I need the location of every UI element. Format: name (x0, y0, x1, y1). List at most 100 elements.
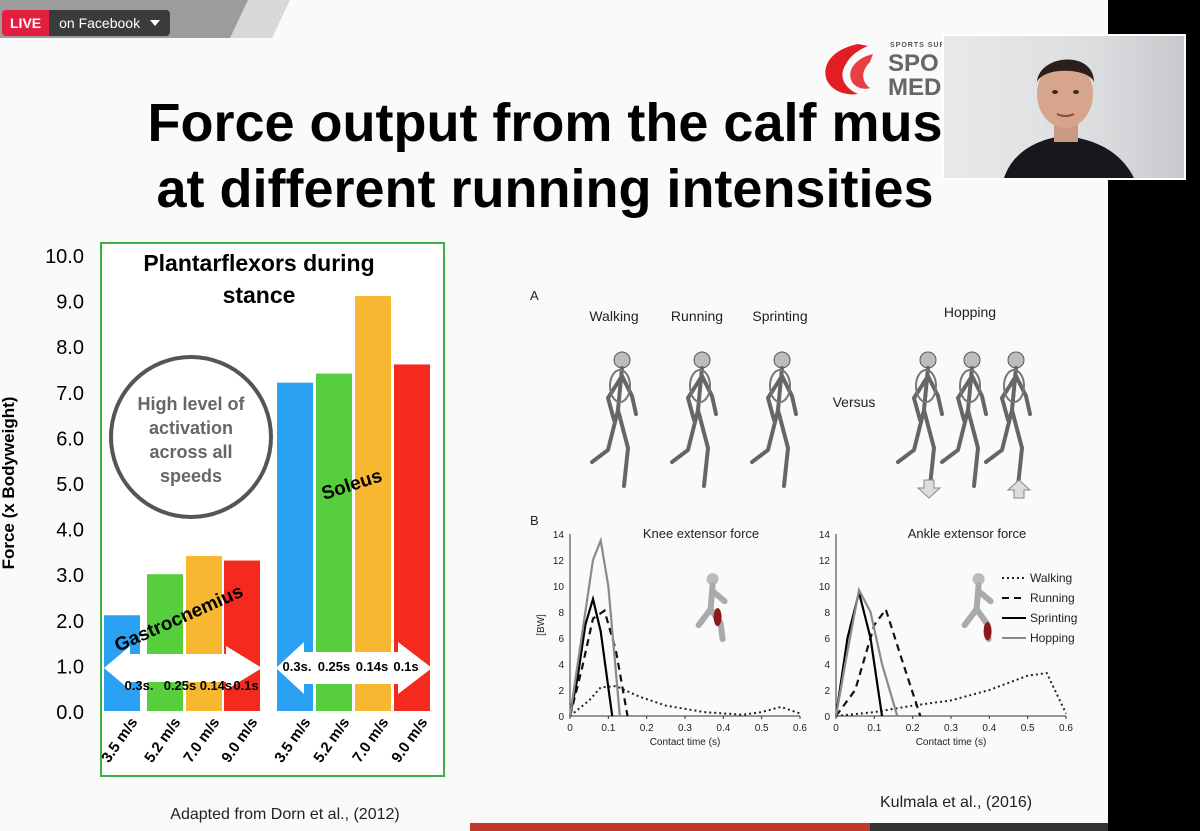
highlighted-muscle (983, 622, 992, 641)
y-tick-label: 10 (819, 582, 831, 593)
y-tick-label: 14 (819, 530, 831, 541)
x-tick-label: 0.5 (1021, 723, 1035, 734)
contact-time-label: 0.3s. (125, 678, 154, 693)
contact-time-arrow (104, 646, 262, 690)
live-badge: LIVE (2, 10, 50, 36)
skeleton-head (773, 351, 791, 369)
x-tick-label: 0.4 (982, 723, 996, 734)
movement-label: Running (671, 308, 723, 324)
plantarflexor-bar-chart: 0.0 1.0 2.0 3.0 4.0 5.0 6.0 7.0 8.0 9.0 10.0 Force … (0, 242, 445, 777)
slide-title-line-1: Force output from the calf mus (147, 93, 943, 153)
y-tick-label: 3.0 (56, 565, 84, 587)
right-citation: Kulmala et al., (2016) (880, 794, 1033, 811)
y-tick-label: 2 (824, 686, 830, 697)
presenter-webcam[interactable] (942, 34, 1186, 180)
series-line-running (835, 607, 922, 717)
plot-title: Ankle extensor force (908, 526, 1027, 541)
skeleton-ribcage (769, 369, 791, 403)
chart-title: stance (223, 282, 296, 308)
contact-time-label: 0.1s (233, 678, 258, 693)
hopping-skeleton (984, 351, 1032, 488)
y-tick-label: 14 (553, 530, 565, 541)
legend-label: Hopping (1030, 631, 1075, 645)
x-tick-label: 0.2 (640, 723, 654, 734)
skeleton-head (613, 351, 631, 369)
y-tick-label: 6 (558, 634, 564, 645)
runner-head (706, 573, 719, 586)
contact-time-label: 0.3s. (283, 659, 312, 674)
x-tick-label: 0.1 (601, 723, 615, 734)
up-arrow-icon (1006, 479, 1032, 499)
annotation-text: speeds (160, 466, 222, 486)
y-tick-label: 8 (824, 608, 830, 619)
sprinting-skeleton (750, 351, 798, 488)
contact-time-label: 0.25s (318, 659, 351, 674)
panel-label: B (530, 513, 539, 528)
live-status-pill[interactable]: LIVE on Facebook (2, 10, 171, 36)
x-tick-label: 0.3 (944, 723, 958, 734)
y-tick-label: 2 (558, 686, 564, 697)
down-arrow-icon (916, 479, 942, 499)
destination-label: on Facebook (59, 15, 141, 31)
annotation-text: across all (149, 442, 232, 462)
contact-time-label: 0.1s (393, 659, 418, 674)
destination-dropdown[interactable]: on Facebook (49, 10, 171, 36)
y-tick-label: 12 (819, 556, 831, 567)
skeleton-body (590, 366, 638, 488)
y-tick-label: 4 (824, 660, 830, 671)
skeleton-body (896, 366, 944, 488)
hopping-skeleton (940, 351, 988, 488)
y-tick-label: 8 (558, 608, 564, 619)
x-axis-label: Contact time (s) (916, 737, 987, 748)
annotation-circle (109, 355, 273, 519)
walking-skeleton (590, 351, 638, 488)
annotation-text: High level of (137, 394, 245, 414)
logo-word-1: SPO (888, 50, 939, 77)
y-tick-label: 12 (553, 556, 565, 567)
legend-label: Running (1030, 591, 1075, 605)
y-tick-label: 6 (824, 634, 830, 645)
logo-word-2: MED (888, 74, 942, 101)
x-tick-label: 0.4 (716, 723, 730, 734)
y-tick-label: 10 (553, 582, 565, 593)
skeleton-body (940, 366, 988, 488)
versus-label: Versus (833, 394, 876, 410)
slide-title: Force output from the calf mus at differ… (0, 90, 1090, 222)
series-line-sprinting (568, 594, 614, 717)
y-tick-label: 7.0 (56, 383, 84, 405)
skeleton-head (1007, 351, 1025, 369)
series-line-hopping (568, 536, 621, 717)
skeleton-body (670, 366, 718, 488)
y-tick-label: 0.0 (56, 702, 84, 724)
series-line-running (568, 608, 629, 717)
legend-label: Sprinting (1030, 611, 1077, 625)
logo-subtitle: SPORTS SURGERY (890, 42, 970, 49)
series-line-sprinting (834, 592, 884, 717)
plot-title: Knee extensor force (643, 526, 759, 541)
skeleton-head (919, 351, 937, 369)
y-tick-label: 0 (824, 712, 830, 723)
slide-footer-bar (870, 823, 1108, 831)
skeleton-ribcage (689, 369, 711, 403)
y-tick-label: 10.0 (45, 246, 84, 268)
chart-title: Plantarflexors during (143, 250, 374, 276)
y-axis-label: Force (x Bodyweight) (0, 397, 18, 570)
slide-title-line-2: at different running intensities (156, 159, 934, 219)
y-tick-label: 2.0 (56, 611, 84, 633)
y-tick-label: 5.0 (56, 474, 84, 496)
skeleton-head (963, 351, 981, 369)
running-skeleton (670, 351, 718, 488)
bar (147, 574, 183, 711)
bar (355, 296, 391, 711)
slide-footer-accent (470, 823, 870, 831)
y-tick-label: 9.0 (56, 292, 84, 314)
chevron-down-icon (150, 20, 161, 26)
contact-time-label: 0.14s (356, 659, 389, 674)
skeleton-ribcage (915, 369, 937, 403)
skeleton-ribcage (609, 369, 631, 403)
contact-time-arrow (276, 642, 432, 694)
runner-figure-icon (695, 573, 728, 643)
bar (186, 555, 222, 711)
x-tick-label: 0 (833, 723, 839, 734)
